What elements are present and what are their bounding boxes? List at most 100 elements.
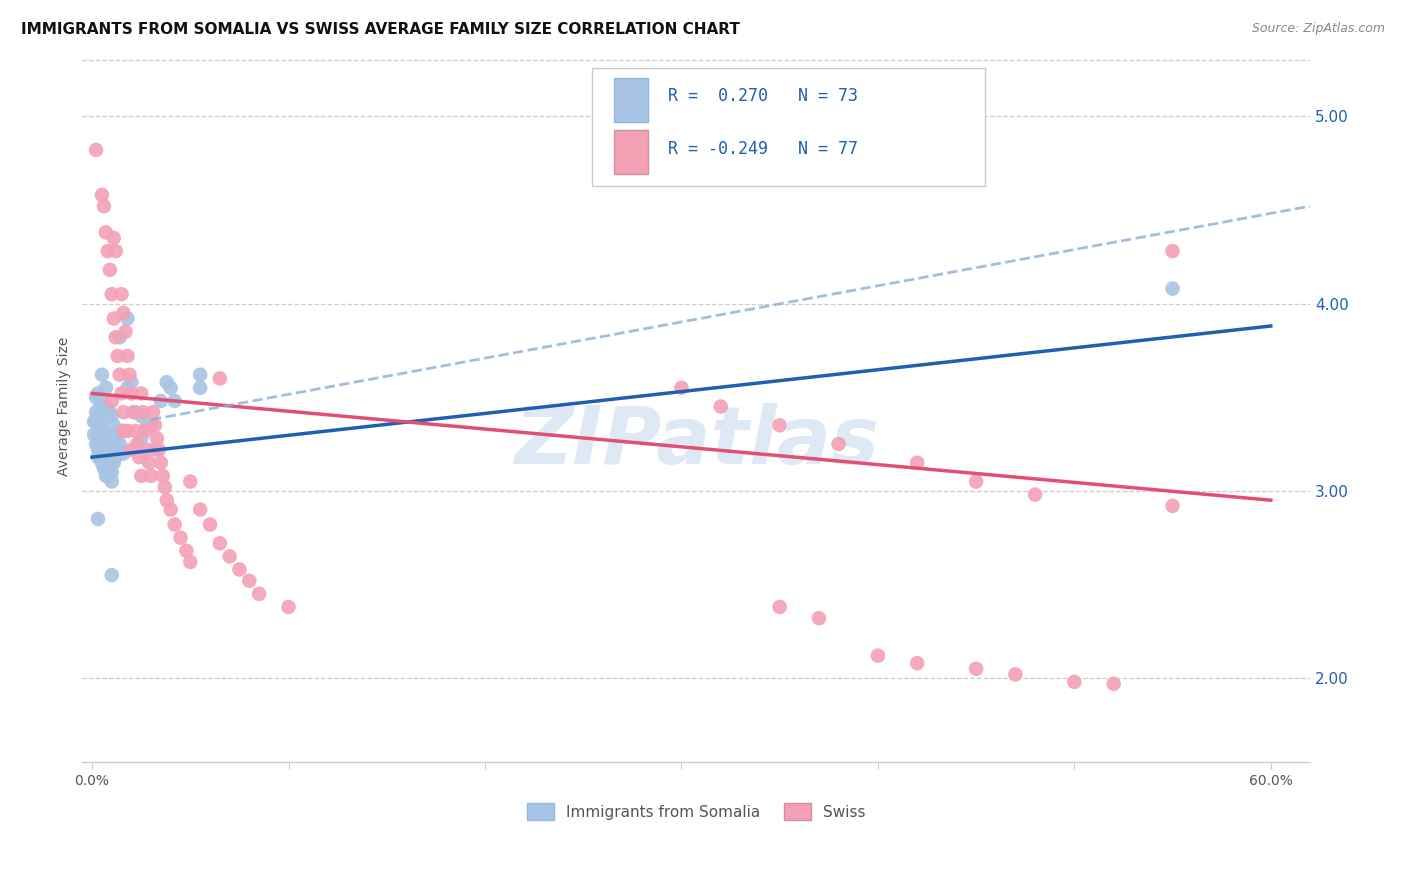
Point bbox=[117, 381, 139, 395]
Point bbox=[228, 562, 250, 576]
Point bbox=[93, 437, 115, 451]
Point bbox=[905, 656, 928, 670]
Point bbox=[110, 287, 132, 301]
Point bbox=[97, 427, 120, 442]
Point bbox=[110, 424, 132, 438]
Point bbox=[128, 450, 150, 464]
Point bbox=[87, 442, 110, 457]
Point bbox=[98, 446, 121, 460]
Point bbox=[1161, 499, 1184, 513]
Point bbox=[159, 381, 181, 395]
FancyBboxPatch shape bbox=[592, 69, 984, 186]
Point bbox=[120, 386, 142, 401]
Point bbox=[769, 418, 792, 433]
Point bbox=[94, 442, 117, 457]
Point bbox=[84, 405, 107, 419]
Point bbox=[83, 415, 105, 429]
Point bbox=[114, 325, 136, 339]
Point bbox=[159, 502, 181, 516]
Point bbox=[139, 418, 162, 433]
Point bbox=[100, 450, 122, 464]
Point bbox=[208, 371, 231, 385]
Point bbox=[169, 531, 191, 545]
Point bbox=[89, 418, 111, 433]
Point bbox=[1102, 677, 1125, 691]
Point bbox=[100, 287, 122, 301]
Point bbox=[100, 465, 122, 479]
Point bbox=[163, 393, 186, 408]
Text: Source: ZipAtlas.com: Source: ZipAtlas.com bbox=[1251, 22, 1385, 36]
Point bbox=[149, 456, 172, 470]
Point bbox=[91, 442, 114, 457]
Point bbox=[97, 468, 120, 483]
Point bbox=[176, 543, 198, 558]
Point bbox=[1063, 674, 1085, 689]
Point bbox=[84, 415, 107, 429]
Point bbox=[100, 393, 122, 408]
Point bbox=[965, 475, 987, 489]
Point bbox=[1161, 281, 1184, 295]
Point bbox=[98, 262, 121, 277]
Point bbox=[112, 405, 135, 419]
Text: ZIPatlas: ZIPatlas bbox=[513, 403, 879, 481]
Text: R =  0.270   N = 73: R = 0.270 N = 73 bbox=[668, 87, 858, 104]
Point bbox=[93, 424, 115, 438]
Point bbox=[108, 330, 131, 344]
Point bbox=[129, 431, 152, 445]
Point bbox=[112, 446, 135, 460]
Point bbox=[93, 199, 115, 213]
Point bbox=[83, 427, 105, 442]
Point bbox=[277, 599, 299, 614]
Point bbox=[103, 456, 125, 470]
Point bbox=[91, 368, 114, 382]
Point bbox=[124, 405, 146, 419]
Point bbox=[153, 480, 176, 494]
Point bbox=[91, 188, 114, 202]
Point bbox=[117, 311, 139, 326]
Point bbox=[94, 381, 117, 395]
Point bbox=[143, 442, 166, 457]
Point bbox=[89, 446, 111, 460]
Point bbox=[104, 330, 127, 344]
Point bbox=[100, 568, 122, 582]
Point bbox=[247, 587, 270, 601]
Point bbox=[136, 418, 159, 433]
Point bbox=[98, 405, 121, 419]
Point bbox=[1024, 487, 1046, 501]
Point bbox=[163, 517, 186, 532]
Point bbox=[117, 349, 139, 363]
Point bbox=[107, 442, 129, 457]
Legend: Immigrants from Somalia, Swiss: Immigrants from Somalia, Swiss bbox=[520, 797, 872, 826]
Point bbox=[91, 456, 114, 470]
Point bbox=[129, 409, 152, 423]
Point bbox=[136, 442, 159, 457]
Point bbox=[146, 431, 169, 445]
Point bbox=[118, 368, 141, 382]
Point bbox=[94, 427, 117, 442]
Point bbox=[100, 431, 122, 445]
Point bbox=[188, 502, 211, 516]
Point bbox=[94, 400, 117, 414]
Point bbox=[129, 468, 152, 483]
Point bbox=[188, 368, 211, 382]
Point bbox=[89, 400, 111, 414]
Point bbox=[807, 611, 830, 625]
Point bbox=[100, 409, 122, 423]
Point bbox=[142, 405, 165, 419]
Point bbox=[1004, 667, 1026, 681]
Point bbox=[156, 375, 179, 389]
Point bbox=[84, 143, 107, 157]
Point bbox=[87, 450, 110, 464]
Point bbox=[108, 437, 131, 451]
Point bbox=[93, 461, 115, 475]
Point bbox=[866, 648, 889, 663]
Point bbox=[112, 424, 135, 438]
Point bbox=[112, 306, 135, 320]
Point bbox=[87, 512, 110, 526]
Point bbox=[97, 405, 120, 419]
Text: IMMIGRANTS FROM SOMALIA VS SWISS AVERAGE FAMILY SIZE CORRELATION CHART: IMMIGRANTS FROM SOMALIA VS SWISS AVERAGE… bbox=[21, 22, 740, 37]
Point bbox=[156, 493, 179, 508]
Point bbox=[98, 461, 121, 475]
Point bbox=[93, 450, 115, 464]
Point bbox=[110, 386, 132, 401]
